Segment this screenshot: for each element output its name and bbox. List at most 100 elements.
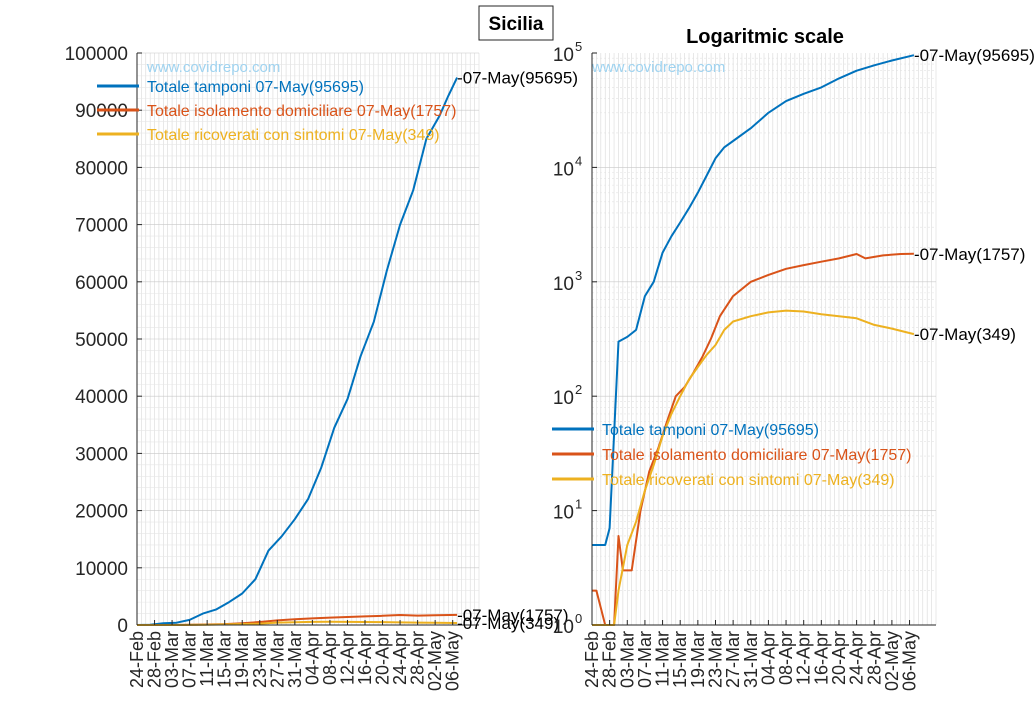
legend-label-tamponi: Totale tamponi 07-May(95695)	[147, 79, 364, 96]
x-tick-label: 06-May	[900, 631, 920, 691]
y-tick-base: 10	[553, 388, 574, 409]
series-end-label-isolamento: -07-May(1757)	[457, 606, 568, 625]
series-line-tamponi	[592, 54, 915, 546]
x-tick-label: 06-May	[443, 631, 463, 691]
y-tick-base: 10	[553, 159, 574, 180]
x-tick-label: 03-Mar	[162, 631, 182, 688]
x-tick-label: 28-Apr	[408, 631, 428, 685]
y-tick-label: 10 2	[553, 382, 582, 409]
y-tick-label: 0	[117, 616, 128, 637]
x-tick-label: 23-Mar	[705, 631, 725, 688]
y-tick-exponent: 4	[575, 153, 582, 168]
y-tick-label: 10 1	[553, 497, 582, 524]
x-tick-label: 20-Apr	[373, 631, 393, 685]
x-tick-label: 08-Apr	[320, 631, 340, 685]
x-tick-label: 12-Apr	[794, 631, 814, 685]
y-tick-exponent: 1	[575, 497, 582, 512]
y-tick-exponent: 2	[575, 382, 582, 397]
y-tick-exponent: 0	[575, 611, 582, 626]
x-tick-label: 02-May	[425, 631, 445, 691]
figure-title: Sicilia	[489, 14, 544, 35]
log-chart-title: Logaritmic scale	[686, 26, 844, 48]
legend-label-isolamento: Totale isolamento domiciliare 07-May(175…	[602, 447, 911, 464]
x-tick-label: 19-Mar	[688, 631, 708, 688]
series-line-isolamento	[592, 252, 914, 626]
log-grid	[591, 53, 937, 626]
watermark: www.covidrepo.com	[591, 59, 725, 76]
x-tick-label: 08-Apr	[776, 631, 796, 685]
y-tick-base: 10	[553, 45, 574, 66]
y-tick-label: 30000	[75, 444, 128, 465]
y-tick-label: 10 3	[553, 268, 582, 295]
x-tick-label: 07-Mar	[180, 631, 200, 688]
x-tick-label: 23-Mar	[250, 631, 270, 688]
x-tick-label: 04-Apr	[758, 631, 778, 685]
y-tick-label: 100000	[65, 44, 128, 65]
series-line-tamponi	[136, 77, 459, 626]
x-tick-label: 02-May	[882, 631, 902, 691]
x-tick-label: 16-Apr	[811, 631, 831, 685]
x-tick-label: 28-Feb	[145, 631, 165, 688]
linear-axes: 0 10000 20000 30000 40000 50000 60000 70000 8000…	[65, 44, 479, 691]
log-legend: Totale tamponi 07-May(95695) Totale isola…	[552, 422, 911, 489]
series-end-label-ricoverati: -07-May(349)	[914, 325, 1016, 344]
y-tick-label: 20000	[75, 502, 128, 523]
x-tick-label: 27-Mar	[267, 631, 287, 688]
x-tick-label: 24-Apr	[390, 631, 410, 685]
y-tick-label: 40000	[75, 387, 128, 408]
log-end-labels: -07-May(95695) -07-May(1757) -07-May(349)	[914, 46, 1035, 344]
linear-scale-chart: www.covidrepo.com 0 10000 20000 30000 40000 5…	[65, 44, 578, 691]
y-tick-label: 80000	[75, 158, 128, 179]
y-tick-exponent: 3	[575, 268, 582, 283]
x-tick-label: 24-Feb	[127, 631, 147, 688]
legend-label-isolamento: Totale isolamento domiciliare 07-May(175…	[147, 103, 456, 120]
x-tick-label: 28-Apr	[864, 631, 884, 685]
x-tick-label: 15-Mar	[670, 631, 690, 688]
series-end-label-tamponi: -07-May(95695)	[457, 69, 578, 88]
y-tick-label: 90000	[75, 101, 128, 122]
x-tick-label: 31-Mar	[285, 631, 305, 688]
series-end-label-tamponi: -07-May(95695)	[914, 46, 1035, 65]
x-tick-label: 27-Mar	[723, 631, 743, 688]
x-tick-label: 28-Feb	[600, 631, 620, 688]
log-scale-chart: Logaritmic scale www.covidrepo.com 10 010…	[552, 26, 1035, 691]
log-series-group	[592, 54, 915, 626]
y-tick-label: 70000	[75, 216, 128, 237]
legend-label-ricoverati: Totale ricoverati con sintomi 07-May(349…	[147, 127, 440, 144]
linear-legend: Totale tamponi 07-May(95695) Totale isola…	[97, 79, 456, 144]
x-tick-label: 04-Apr	[302, 631, 322, 685]
x-tick-label: 24-Feb	[582, 631, 602, 688]
x-tick-label: 03-Mar	[617, 631, 637, 688]
x-tick-label: 16-Apr	[355, 631, 375, 685]
x-tick-label: 20-Apr	[829, 631, 849, 685]
x-tick-label: 11-Mar	[197, 631, 217, 687]
figure-title-box: Sicilia	[478, 5, 554, 41]
x-tick-label: 19-Mar	[232, 631, 252, 688]
y-tick-label: 60000	[75, 273, 128, 294]
series-end-label-isolamento: -07-May(1757)	[914, 245, 1026, 264]
linear-grid	[136, 52, 480, 626]
x-tick-label: 07-Mar	[635, 631, 655, 688]
legend-label-ricoverati: Totale ricoverati con sintomi 07-May(349…	[602, 472, 895, 489]
legend-label-tamponi: Totale tamponi 07-May(95695)	[602, 422, 819, 439]
y-tick-exponent: 5	[575, 39, 582, 54]
x-tick-label: 31-Mar	[741, 631, 761, 688]
y-tick-label: 50000	[75, 330, 128, 351]
x-tick-label: 11-Mar	[653, 631, 673, 687]
watermark: www.covidrepo.com	[146, 59, 280, 76]
y-tick-base: 10	[553, 503, 574, 524]
y-tick-base: 10	[553, 274, 574, 295]
y-tick-label: 10000	[75, 559, 128, 580]
y-tick-base: 10	[553, 617, 574, 638]
y-tick-label: 10 0	[553, 611, 582, 638]
x-tick-label: 12-Apr	[337, 631, 357, 685]
series-end-label-ricoverati: -07-May(349)	[457, 614, 559, 633]
y-tick-label: 10 4	[553, 153, 582, 180]
linear-end-labels: -07-May(95695) -07-May(1757)-07-May(349)	[457, 69, 578, 633]
series-line-ricoverati	[592, 309, 915, 626]
x-tick-label: 15-Mar	[215, 631, 235, 688]
x-tick-label: 24-Apr	[847, 631, 867, 685]
y-tick-label: 10 5	[553, 39, 582, 66]
